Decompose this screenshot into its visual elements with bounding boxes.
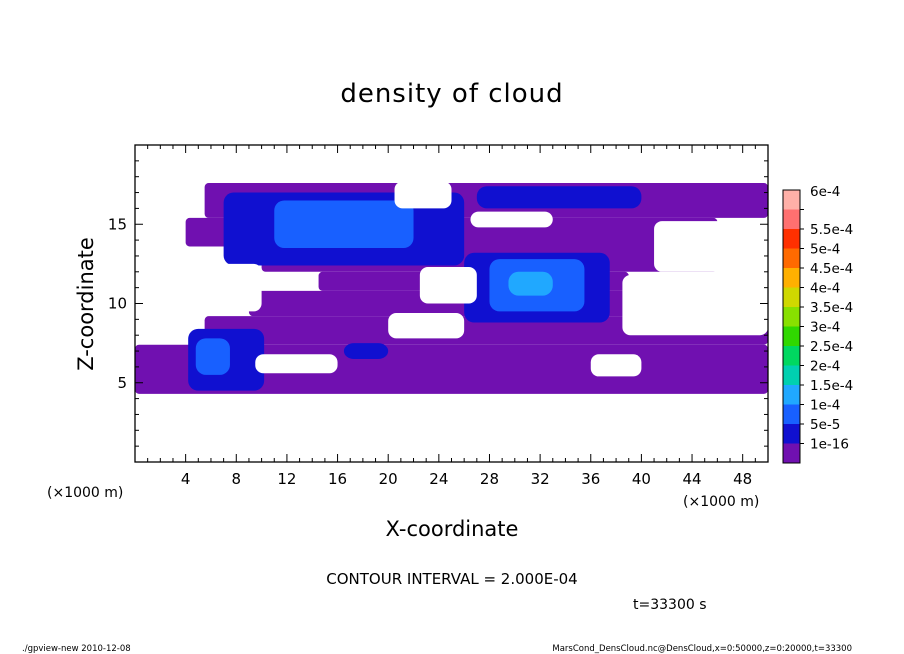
density-region-9 [343,343,389,359]
x-unit-right: (×1000 m) [683,494,759,510]
chart-title: density of cloud [340,79,563,109]
y-tick-label: 15 [108,215,127,233]
colorbar-swatch [783,268,800,288]
colorbar-label: 4e-4 [810,281,840,297]
x-tick-label: 4 [181,470,191,488]
x-tick-label: 44 [682,470,701,488]
colorbar-label: 4.5e-4 [810,261,853,277]
colorbar-label: 1e-4 [810,398,840,414]
density-region-8 [195,338,230,375]
colorbar-label: 1e-16 [810,437,849,453]
colorbar-swatch [783,424,800,444]
colorbar-swatch [783,190,800,210]
colorbar [782,189,801,464]
colorbar-label: 2.5e-4 [810,339,853,355]
colorbar-label: 3.5e-4 [810,300,853,316]
x-tick-labels: 4 8 12 16 20 24 28 32 36 40 44 48 [181,470,752,488]
x-tick-label: 24 [429,470,448,488]
colorbar-swatch [783,346,800,366]
colorbar-swatch [783,385,800,405]
cloud-gap-7 [590,354,642,377]
colorbar-swatch [783,307,800,327]
x-tick-label: 40 [632,470,651,488]
x-tick-label: 28 [480,470,499,488]
density-region-14 [274,200,414,249]
cloud-gap-3 [470,211,553,228]
x-tick-label: 20 [379,470,398,488]
x-tick-label: 32 [531,470,550,488]
cloud-gap-8 [394,181,452,209]
axis-ticks [135,145,768,462]
contour-interval-text: CONTOUR INTERVAL = 2.000E-04 [326,570,577,588]
cloud-gap-2 [419,267,477,304]
colorbar-label: 5e-5 [810,417,840,433]
cloud-gap-5 [654,221,768,272]
colorbar-swatch [783,287,800,308]
x-tick-label: 16 [328,470,347,488]
colorbar-swatch [783,209,800,230]
colorbar-label: 3e-4 [810,320,840,336]
colorbar-swatch [783,229,800,249]
cloud-gap-1 [388,313,465,339]
colorbar-label: 5e-4 [810,242,840,258]
cloud-gap-0 [185,263,262,312]
colorbar-swatch [783,404,800,425]
colorbar-label: 6e-4 [810,184,840,200]
x-tick-label: 48 [733,470,752,488]
y-axis-label: Z-coordinate [74,237,98,371]
cloud-gap-4 [622,274,768,336]
x-tick-label: 36 [581,470,600,488]
x-unit-left: (×1000 m) [47,485,123,501]
time-label: t=33300 s [633,597,707,613]
colorbar-label: 1.5e-4 [810,378,853,394]
y-tick-label: 10 [108,295,127,313]
colorbar-label: 5.5e-4 [810,222,853,238]
colorbar-swatch [783,365,800,386]
x-tick-label: 8 [232,470,242,488]
x-tick-label: 12 [277,470,296,488]
x-axis-label: X-coordinate [386,517,519,541]
density-region-15 [476,186,642,209]
colorbar-labels: 6e-4 5.5e-4 5e-4 4.5e-4 4e-4 3.5e-4 3e-4 2.5e-4… [800,184,853,453]
y-tick-labels: 5 10 15 [108,215,127,392]
colorbar-swatch [783,248,800,269]
footer-left: ./gpview-new 2010-12-08 [22,644,131,654]
cloud-gap-6 [255,354,338,374]
footer-right: MarsCond_DensCloud.nc@DensCloud,x=0:5000… [552,644,852,654]
y-tick-label: 5 [117,374,127,392]
colorbar-label: 2e-4 [810,359,840,375]
density-region-12 [508,271,553,296]
colorbar-swatch [783,326,800,347]
colorbar-swatch [783,443,800,464]
cloud-free-gaps [185,181,768,377]
